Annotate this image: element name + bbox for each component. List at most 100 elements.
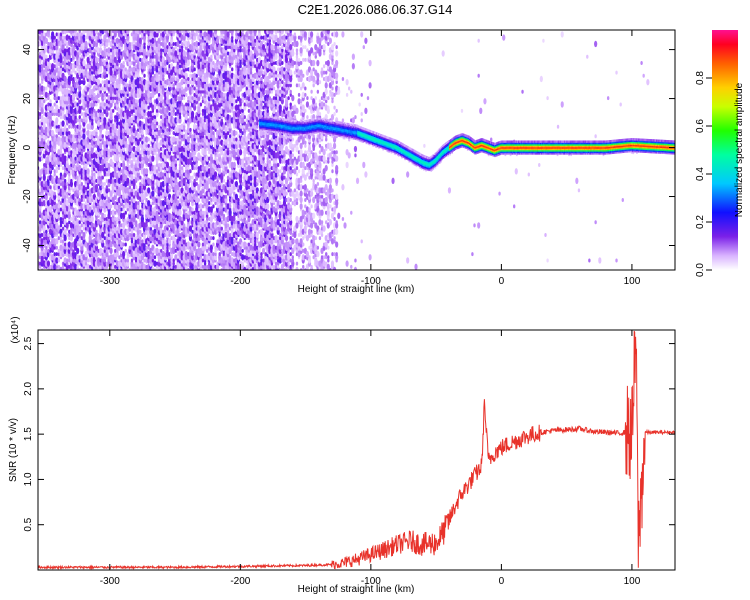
spectrogram-cell	[101, 175, 104, 180]
spectrogram-cell	[139, 229, 142, 234]
spectrogram-cell	[42, 47, 46, 54]
spectrogram-cell	[55, 166, 58, 171]
spectrogram-cell	[57, 108, 61, 113]
spectrogram-cell	[210, 54, 213, 59]
spectrogram-cell	[212, 131, 215, 136]
spectrogram-cell	[47, 57, 50, 62]
spectrogram-cell	[59, 150, 63, 155]
spectrogram-cell	[103, 102, 107, 107]
spectrogram-cell	[66, 156, 69, 161]
spectrogram-cell	[176, 169, 180, 174]
spectrogram-cell	[68, 264, 71, 269]
spectrogram-cell	[130, 188, 134, 193]
spectrogram-cell	[178, 209, 182, 216]
spectrogram-cell	[124, 248, 127, 253]
spectrogram-cell	[59, 112, 63, 116]
spectrogram-cell	[218, 182, 221, 187]
spectrogram-cell	[68, 172, 71, 177]
spectrogram-cell	[105, 73, 109, 78]
spectrogram-cell	[53, 41, 56, 46]
spectrogram-cell	[53, 121, 56, 126]
spectrogram-cell	[68, 220, 71, 225]
spectrogram-cell	[40, 80, 44, 85]
spectrogram-cell	[66, 232, 69, 237]
spectrogram-cell	[76, 247, 80, 255]
spectrogram-cell	[78, 105, 81, 110]
spectrogram-cell	[63, 30, 67, 35]
spectrogram-cell	[68, 131, 71, 136]
spectrogram-cell	[66, 159, 69, 164]
spectrogram-cell	[59, 124, 63, 129]
spectrogram-cell	[187, 76, 190, 81]
spectrogram-cell	[49, 252, 52, 257]
spectrogram-cell	[55, 169, 58, 174]
spectrogram-cell	[57, 217, 61, 222]
spectrogram-cell	[212, 242, 215, 247]
spectrogram-cell	[59, 220, 63, 225]
spectrogram-cell	[191, 207, 194, 212]
spectrogram-cell	[191, 134, 194, 139]
spectrogram-cell	[53, 102, 56, 107]
spectrogram-cell	[57, 206, 61, 213]
spectrogram-cell	[51, 105, 54, 110]
spectrogram-cell	[55, 175, 58, 180]
spectrogram-cell	[51, 244, 55, 251]
spectrogram-cell	[55, 43, 59, 51]
spectrogram-cell	[74, 156, 77, 161]
spectrogram-cell	[59, 217, 63, 222]
spectrogram-cell	[48, 53, 53, 60]
spectrogram-cell	[65, 263, 69, 270]
spectrogram-cell	[72, 76, 75, 81]
spectrogram-cell	[40, 107, 44, 115]
spectrogram-cell	[63, 124, 67, 129]
spectrogram-cell	[55, 53, 59, 60]
spectrogram-cell	[76, 118, 79, 123]
spectrogram-cell	[57, 124, 61, 129]
spectrogram-cell	[43, 45, 46, 50]
spectrogram-cell	[63, 257, 67, 264]
spectrogram-cell	[47, 115, 50, 120]
spectrogram-cell	[55, 153, 58, 158]
spectrogram-cell	[40, 30, 44, 34]
spectrogram-cell	[174, 137, 178, 142]
spectrogram-cell	[189, 73, 192, 78]
spectrogram-cell	[63, 184, 67, 191]
spectrogram-cell	[61, 226, 65, 231]
spectrogram-cell	[61, 264, 65, 269]
spectrogram-cell	[141, 239, 144, 244]
spectrogram-cell	[61, 120, 65, 127]
spectrogram-cell	[65, 88, 69, 95]
spectrogram-cell	[103, 117, 107, 124]
spectrogram-cell	[66, 41, 69, 46]
spectrogram-cell	[40, 255, 44, 260]
spectrogram-cell	[180, 166, 184, 171]
spectrogram-cell	[49, 248, 52, 253]
spectrogram-cell	[53, 220, 56, 225]
spectrogram-cell	[59, 162, 63, 167]
spectrogram-cell	[68, 89, 71, 94]
spectrogram-cell	[53, 263, 57, 270]
spectrogram-cell	[43, 166, 46, 171]
spectrogram-cell	[47, 92, 50, 97]
spectrogram-cell	[190, 110, 195, 118]
spectrogram-cell	[122, 61, 125, 66]
spectrogram-cell	[53, 112, 56, 116]
spectrogram-cell	[53, 193, 57, 200]
spectrogram-cell	[53, 245, 56, 250]
spectrogram-cell	[40, 64, 44, 69]
spectrogram-cell	[61, 134, 65, 139]
spectrogram-cell	[168, 112, 171, 116]
spectrogram-cell	[45, 245, 48, 250]
spectrogram-cell	[61, 43, 65, 51]
spectrogram-cell	[70, 217, 73, 222]
spectrogram-cell	[193, 67, 196, 72]
spectrogram-cell	[40, 67, 44, 72]
spectrogram-cell	[53, 153, 56, 158]
spectrogram-cell	[109, 108, 113, 113]
spectrogram-cell	[49, 102, 52, 107]
spectrogram-cell	[101, 92, 104, 97]
spectrogram-cell	[57, 166, 61, 171]
spectrogram-cell	[38, 115, 42, 120]
spectrogram-cell	[55, 117, 59, 124]
